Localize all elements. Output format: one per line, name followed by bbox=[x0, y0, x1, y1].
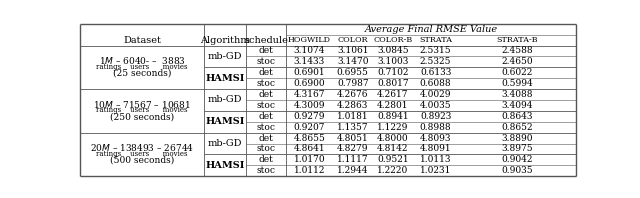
Text: 0.9035: 0.9035 bbox=[501, 166, 532, 175]
Text: 4.2676: 4.2676 bbox=[337, 90, 369, 99]
Text: det: det bbox=[259, 155, 273, 164]
Text: 0.6900: 0.6900 bbox=[294, 79, 325, 88]
Text: 3.1061: 3.1061 bbox=[337, 47, 369, 55]
Text: 3.4088: 3.4088 bbox=[501, 90, 532, 99]
Text: 2.4650: 2.4650 bbox=[501, 57, 532, 66]
Text: 1.0231: 1.0231 bbox=[420, 166, 451, 175]
Text: 0.6088: 0.6088 bbox=[420, 79, 451, 88]
Text: COLOR: COLOR bbox=[337, 36, 368, 44]
Text: 0.8941: 0.8941 bbox=[377, 112, 409, 121]
Text: Average Final RMSE Value: Average Final RMSE Value bbox=[364, 25, 497, 34]
Text: 4.2863: 4.2863 bbox=[337, 101, 369, 110]
Text: HAMSI: HAMSI bbox=[205, 74, 244, 83]
Text: 4.8093: 4.8093 bbox=[420, 134, 451, 143]
Text: 4.3009: 4.3009 bbox=[294, 101, 325, 110]
Text: mb-GD: mb-GD bbox=[208, 95, 243, 105]
Text: 4.8051: 4.8051 bbox=[337, 134, 369, 143]
Text: 4.8000: 4.8000 bbox=[377, 134, 409, 143]
Text: HAMSI: HAMSI bbox=[205, 161, 244, 170]
Text: (500 seconds): (500 seconds) bbox=[110, 156, 174, 165]
Text: 4.8279: 4.8279 bbox=[337, 145, 369, 153]
Text: (250 seconds): (250 seconds) bbox=[110, 112, 174, 121]
Text: 4.8655: 4.8655 bbox=[294, 134, 325, 143]
Text: 0.8643: 0.8643 bbox=[501, 112, 532, 121]
Text: 1.1357: 1.1357 bbox=[337, 123, 369, 132]
Text: 3.8890: 3.8890 bbox=[501, 134, 532, 143]
Text: (25 seconds): (25 seconds) bbox=[113, 69, 171, 78]
Text: 0.6901: 0.6901 bbox=[294, 68, 325, 77]
Text: 3.8975: 3.8975 bbox=[501, 145, 532, 153]
Text: 0.8988: 0.8988 bbox=[420, 123, 451, 132]
Text: 1.2220: 1.2220 bbox=[378, 166, 408, 175]
Text: 1.0113: 1.0113 bbox=[420, 155, 451, 164]
Text: 0.8652: 0.8652 bbox=[501, 123, 532, 132]
Text: 3.1074: 3.1074 bbox=[294, 47, 325, 55]
Text: 1.1229: 1.1229 bbox=[378, 123, 409, 132]
Text: 1.0181: 1.0181 bbox=[337, 112, 369, 121]
Text: STRATA-B: STRATA-B bbox=[496, 36, 538, 44]
Text: stoc: stoc bbox=[257, 79, 275, 88]
Text: mb-GD: mb-GD bbox=[208, 139, 243, 148]
Text: 1.0170: 1.0170 bbox=[294, 155, 325, 164]
Text: STRATA: STRATA bbox=[419, 36, 452, 44]
Text: 20$M$ – 138493 – 26744: 20$M$ – 138493 – 26744 bbox=[90, 142, 194, 153]
Text: 10$M$ – 71567 – 10681: 10$M$ – 71567 – 10681 bbox=[93, 99, 191, 110]
Text: 1.1117: 1.1117 bbox=[337, 155, 369, 164]
Text: 0.9042: 0.9042 bbox=[501, 155, 532, 164]
Text: 1.2944: 1.2944 bbox=[337, 166, 369, 175]
Text: 0.9521: 0.9521 bbox=[377, 155, 409, 164]
Text: 2.5325: 2.5325 bbox=[420, 57, 451, 66]
Text: 4.0029: 4.0029 bbox=[420, 90, 451, 99]
Text: 0.9279: 0.9279 bbox=[294, 112, 325, 121]
Text: 4.2617: 4.2617 bbox=[377, 90, 409, 99]
Text: ratings    users      movies: ratings users movies bbox=[96, 150, 188, 158]
Text: 3.4094: 3.4094 bbox=[501, 101, 532, 110]
Text: 0.6955: 0.6955 bbox=[337, 68, 369, 77]
Text: COLOR-B: COLOR-B bbox=[373, 36, 413, 44]
Text: 0.7987: 0.7987 bbox=[337, 79, 369, 88]
Text: ratings    users      movies: ratings users movies bbox=[96, 63, 188, 71]
Text: stoc: stoc bbox=[257, 101, 275, 110]
Text: Algorithm: Algorithm bbox=[200, 36, 250, 45]
Text: stoc: stoc bbox=[257, 123, 275, 132]
Text: 0.6022: 0.6022 bbox=[501, 68, 532, 77]
Text: 3.1003: 3.1003 bbox=[378, 57, 409, 66]
Text: 2.5315: 2.5315 bbox=[420, 47, 451, 55]
Text: 1$M$ – 6040- –  3883: 1$M$ – 6040- – 3883 bbox=[99, 55, 186, 66]
Text: 4.8641: 4.8641 bbox=[294, 145, 325, 153]
Text: det: det bbox=[259, 68, 273, 77]
Text: ratings    users      movies: ratings users movies bbox=[96, 106, 188, 114]
Text: 0.5994: 0.5994 bbox=[501, 79, 533, 88]
Text: 3.0845: 3.0845 bbox=[377, 47, 409, 55]
Text: 0.7102: 0.7102 bbox=[377, 68, 409, 77]
Text: stoc: stoc bbox=[257, 145, 275, 153]
Text: stoc: stoc bbox=[257, 166, 275, 175]
Text: 4.8142: 4.8142 bbox=[377, 145, 409, 153]
Text: 0.8923: 0.8923 bbox=[420, 112, 451, 121]
Text: det: det bbox=[259, 112, 273, 121]
Text: det: det bbox=[259, 47, 273, 55]
Text: HOGWILD: HOGWILD bbox=[288, 36, 331, 44]
Text: 3.1470: 3.1470 bbox=[337, 57, 369, 66]
Text: 3.1433: 3.1433 bbox=[294, 57, 325, 66]
Text: schedule: schedule bbox=[244, 36, 288, 45]
Text: mb-GD: mb-GD bbox=[208, 52, 243, 61]
Text: 4.0035: 4.0035 bbox=[420, 101, 451, 110]
Text: 0.9207: 0.9207 bbox=[294, 123, 325, 132]
Text: 4.3167: 4.3167 bbox=[294, 90, 325, 99]
Text: 1.0112: 1.0112 bbox=[294, 166, 325, 175]
Text: 0.8017: 0.8017 bbox=[377, 79, 409, 88]
Text: 2.4588: 2.4588 bbox=[501, 47, 532, 55]
Text: det: det bbox=[259, 134, 273, 143]
Text: det: det bbox=[259, 90, 273, 99]
Text: 0.6133: 0.6133 bbox=[420, 68, 451, 77]
Text: 4.8091: 4.8091 bbox=[420, 145, 451, 153]
Text: HAMSI: HAMSI bbox=[205, 117, 244, 126]
Text: 4.2801: 4.2801 bbox=[377, 101, 409, 110]
Text: Dataset: Dataset bbox=[123, 36, 161, 45]
Text: stoc: stoc bbox=[257, 57, 275, 66]
